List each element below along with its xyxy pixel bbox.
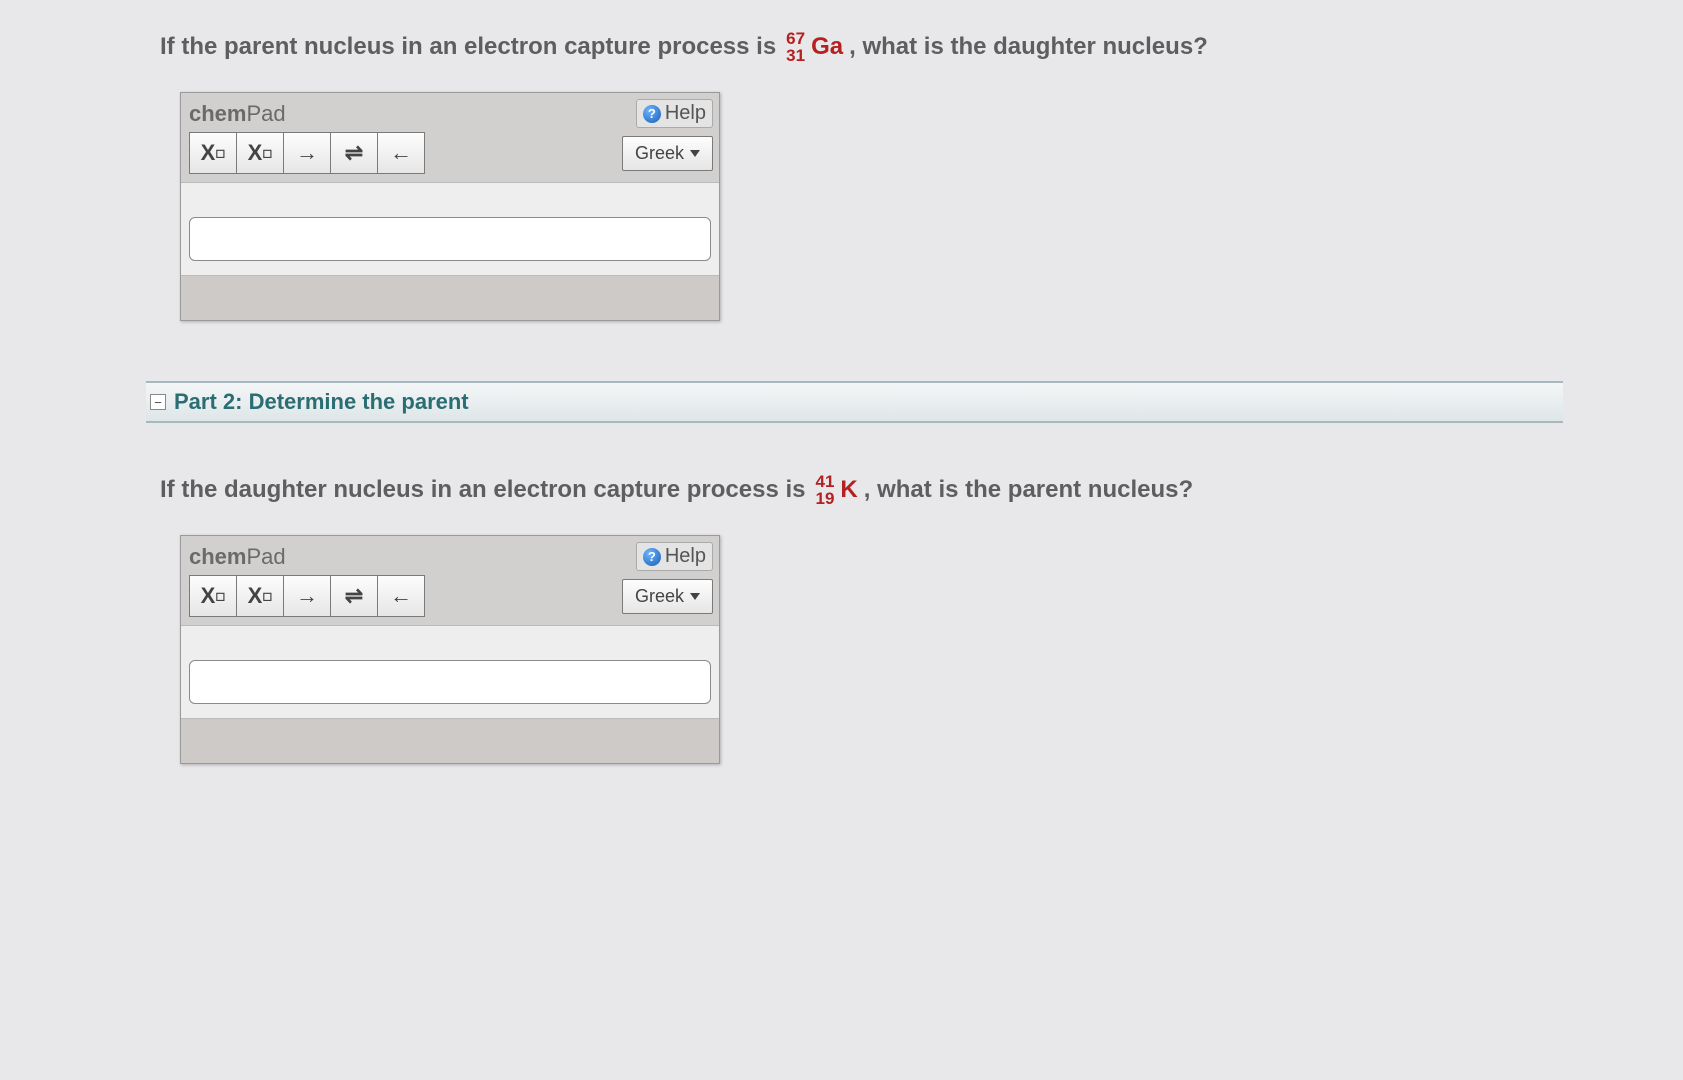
part-2-header: − Part 2: Determine the parent bbox=[146, 381, 1563, 423]
greek-dropdown[interactable]: Greek bbox=[622, 579, 713, 614]
q1-suffix: , what is the daughter nucleus? bbox=[849, 33, 1208, 61]
superscript-button[interactable]: X◻ bbox=[236, 132, 284, 174]
q2-element-symbol: K bbox=[840, 476, 857, 504]
q1-mass-number: 67 bbox=[786, 30, 805, 47]
chevron-down-icon bbox=[690, 150, 700, 157]
chempad-widget-2: chemPad ? Help X◻ X◻ → ⇌ ← Greek bbox=[180, 535, 720, 764]
chempad-footer bbox=[181, 719, 719, 763]
help-button[interactable]: ? Help bbox=[636, 542, 713, 571]
help-button[interactable]: ? Help bbox=[636, 99, 713, 128]
question-1-text: If the parent nucleus in an electron cap… bbox=[160, 30, 1563, 64]
help-icon: ? bbox=[643, 105, 661, 123]
part-2-title: Part 2: Determine the parent bbox=[174, 389, 469, 415]
help-label: Help bbox=[665, 545, 706, 568]
chevron-down-icon bbox=[690, 593, 700, 600]
subscript-button[interactable]: X◻ bbox=[189, 575, 237, 617]
help-icon: ? bbox=[643, 548, 661, 566]
superscript-button[interactable]: X◻ bbox=[236, 575, 284, 617]
q2-mass-number: 41 bbox=[816, 473, 835, 490]
equilibrium-button[interactable]: ⇌ bbox=[330, 575, 378, 617]
greek-dropdown[interactable]: Greek bbox=[622, 136, 713, 171]
chempad-widget-1: chemPad ? Help X◻ X◻ → ⇌ ← Greek bbox=[180, 92, 720, 321]
q1-prefix: If the parent nucleus in an electron cap… bbox=[160, 33, 776, 61]
chempad-title: chemPad bbox=[189, 101, 286, 127]
subscript-button[interactable]: X◻ bbox=[189, 132, 237, 174]
q2-atomic-number: 19 bbox=[816, 490, 835, 507]
q2-nuclide-numbers: 41 19 bbox=[816, 473, 835, 507]
arrow-right-button[interactable]: → bbox=[283, 132, 331, 174]
chempad-footer bbox=[181, 276, 719, 320]
arrow-left-button[interactable]: ← bbox=[377, 132, 425, 174]
q1-nuclide-numbers: 67 31 bbox=[786, 30, 805, 64]
collapse-toggle[interactable]: − bbox=[150, 394, 166, 410]
arrow-right-button[interactable]: → bbox=[283, 575, 331, 617]
chempad-button-row: X◻ X◻ → ⇌ ← bbox=[189, 575, 425, 617]
arrow-left-button[interactable]: ← bbox=[377, 575, 425, 617]
q1-element-symbol: Ga bbox=[811, 33, 843, 61]
q2-suffix: , what is the parent nucleus? bbox=[864, 476, 1193, 504]
q2-prefix: If the daughter nucleus in an electron c… bbox=[160, 476, 806, 504]
answer-input-1[interactable] bbox=[189, 217, 711, 261]
question-2-text: If the daughter nucleus in an electron c… bbox=[160, 473, 1563, 507]
q1-atomic-number: 31 bbox=[786, 47, 805, 64]
help-label: Help bbox=[665, 102, 706, 125]
greek-label: Greek bbox=[635, 143, 684, 164]
greek-label: Greek bbox=[635, 586, 684, 607]
chempad-title: chemPad bbox=[189, 544, 286, 570]
equilibrium-button[interactable]: ⇌ bbox=[330, 132, 378, 174]
chempad-button-row: X◻ X◻ → ⇌ ← bbox=[189, 132, 425, 174]
answer-input-2[interactable] bbox=[189, 660, 711, 704]
